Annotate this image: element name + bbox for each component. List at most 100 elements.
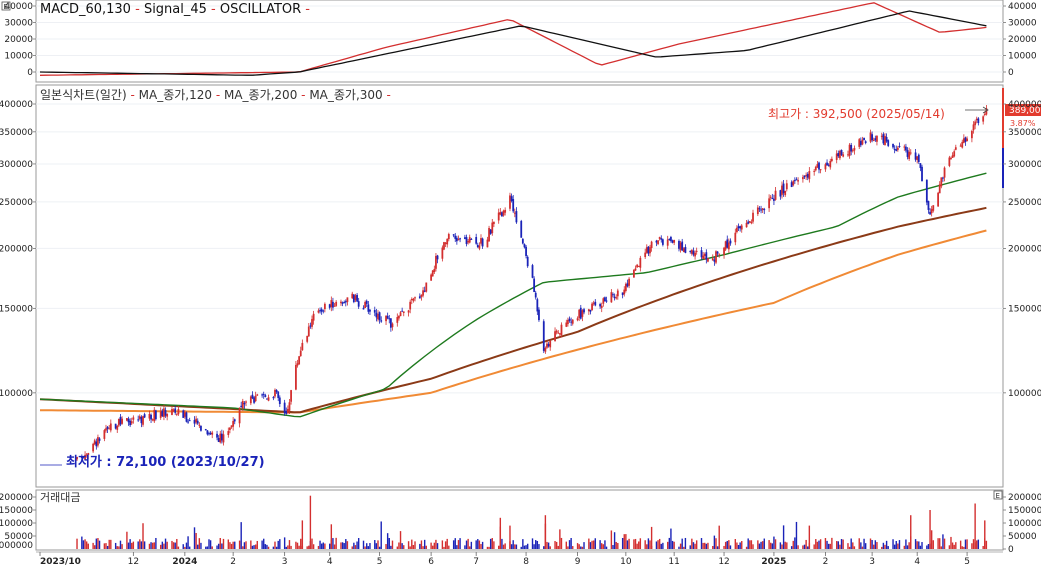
- candle-body: [330, 300, 333, 308]
- volume-bar: [782, 525, 785, 549]
- time-tick-label: 7: [473, 557, 479, 566]
- candle-body: [105, 428, 107, 431]
- volume-panel-icon[interactable]: [993, 490, 1003, 500]
- volume-bar: [457, 540, 460, 549]
- volume-bar: [184, 546, 186, 549]
- volume-bar: [739, 542, 741, 549]
- volume-bar: [300, 538, 302, 549]
- volume-bar: [206, 546, 209, 549]
- candle-body: [636, 264, 639, 268]
- candle-body: [917, 154, 920, 162]
- volume-bar: [805, 539, 807, 549]
- axis-tick-label: 30000: [4, 19, 33, 29]
- candle-body: [657, 240, 659, 245]
- candle-body: [803, 175, 806, 178]
- volume-bar: [691, 538, 693, 549]
- candle-body: [204, 429, 207, 431]
- volume-bar: [245, 541, 247, 549]
- candle-body: [509, 195, 511, 209]
- candle-body: [367, 304, 370, 312]
- candle-body: [362, 307, 365, 310]
- candle-body: [488, 228, 490, 242]
- volume-bar: [320, 543, 323, 549]
- candle-body: [771, 198, 774, 200]
- candle-body: [240, 405, 243, 408]
- volume-bar: [172, 542, 175, 549]
- volume-bar: [555, 541, 558, 549]
- candle-body: [425, 282, 428, 292]
- candle-body: [916, 156, 919, 160]
- candle-body: [148, 413, 151, 419]
- volume-bar: [301, 520, 304, 549]
- time-tick-label: 9: [575, 557, 581, 566]
- volume-bar: [842, 539, 844, 549]
- volume-bar: [409, 546, 411, 549]
- axis-tick-label: 100000: [0, 519, 33, 529]
- volume-bar: [948, 545, 951, 549]
- volume-bar: [961, 546, 963, 549]
- volume-bar: [486, 546, 489, 549]
- candle-body: [275, 389, 278, 393]
- macd-legend: MACD_60,130 - Signal_45 - OSCILLATOR -: [40, 2, 310, 17]
- candle-body: [481, 238, 484, 247]
- volume-bar: [163, 543, 165, 549]
- volume-bar: [533, 544, 535, 549]
- candle-body: [773, 198, 775, 201]
- axis-tick-label: 40000: [4, 2, 33, 12]
- volume-bar: [840, 539, 843, 549]
- volume-bar: [319, 540, 321, 549]
- volume-bar: [895, 541, 897, 549]
- volume-bar: [256, 540, 258, 549]
- candle-body: [92, 443, 95, 452]
- candle-body: [230, 425, 233, 428]
- volume-bar: [230, 543, 233, 549]
- candle-body: [412, 298, 415, 301]
- volume-bar: [103, 543, 106, 549]
- candle-body: [795, 179, 798, 181]
- volume-bar: [882, 542, 885, 549]
- volume-bar: [444, 541, 447, 549]
- candle-body: [262, 393, 265, 395]
- volume-bar: [916, 541, 918, 549]
- volume-bar: [386, 533, 389, 549]
- candle-body: [628, 278, 630, 286]
- volume-bar: [380, 521, 382, 549]
- candle-body: [502, 210, 505, 216]
- candle-body: [954, 147, 957, 150]
- candle-body: [196, 420, 199, 424]
- volume-bar: [467, 538, 469, 549]
- candle-body: [489, 229, 492, 234]
- candle-body: [602, 298, 605, 304]
- candle-body: [972, 124, 975, 131]
- volume-bar: [155, 537, 157, 549]
- candle-body: [410, 299, 413, 301]
- macd-panel-icon[interactable]: [1, 1, 11, 11]
- volume-bar: [195, 532, 197, 549]
- candle-body: [583, 309, 585, 313]
- candle-body: [666, 239, 669, 246]
- volume-bar: [853, 546, 856, 549]
- volume-bar: [433, 542, 436, 549]
- candle-body: [183, 412, 186, 417]
- candle-body: [402, 311, 405, 313]
- candle-body: [129, 420, 132, 426]
- candle-body: [769, 196, 772, 198]
- volume-bar: [217, 543, 220, 549]
- volume-bar: [873, 544, 875, 549]
- volume-bar: [419, 543, 421, 549]
- volume-bar: [726, 540, 728, 549]
- candle-body: [982, 116, 985, 122]
- volume-bar: [308, 545, 310, 549]
- candle-body: [76, 456, 78, 460]
- candle-body: [93, 440, 96, 445]
- volume-bar: [448, 545, 450, 549]
- volume-bar: [489, 538, 492, 549]
- volume-bar: [646, 544, 648, 549]
- volume-bar: [898, 540, 901, 549]
- candle-body: [441, 247, 444, 259]
- volume-bar: [612, 545, 614, 549]
- volume-bar: [984, 520, 986, 549]
- candle-body: [549, 340, 552, 348]
- candle-body: [921, 166, 923, 182]
- candle-body: [232, 420, 235, 427]
